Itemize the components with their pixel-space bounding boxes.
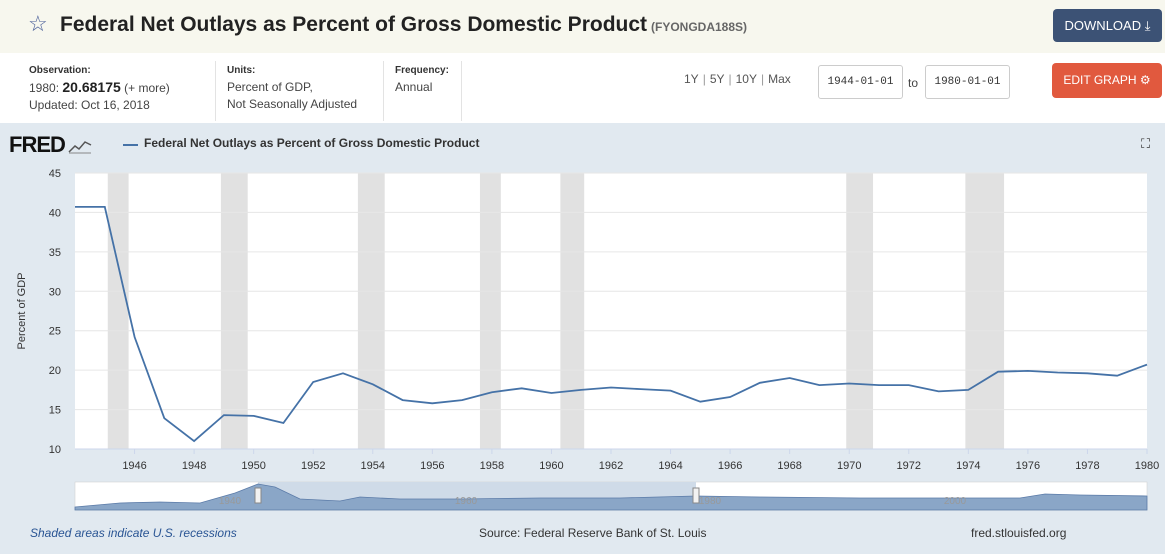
navigator-label: 1940 — [219, 496, 242, 507]
edit-graph-button[interactable]: EDIT GRAPH ⚙ — [1052, 63, 1162, 98]
y-tick-label: 35 — [49, 247, 61, 259]
chart-svg: 10 15 20 25 30 35 40 45 1946 1948 1950 1952 1954 195… — [0, 123, 1165, 554]
recession-band — [846, 173, 873, 449]
divider — [215, 61, 216, 121]
units-line2: Not Seasonally Adjusted — [227, 96, 357, 113]
x-tick-label: 1962 — [599, 460, 623, 472]
recession-note: Shaded areas indicate U.S. recessions — [30, 526, 237, 540]
navigator-right-handle[interactable] — [693, 488, 699, 503]
x-tick-label: 1946 — [122, 460, 146, 472]
info-bar: Observation: 1980: 20.68175 (+ more) Upd… — [0, 53, 1165, 123]
start-date-input[interactable]: 1944-01-01 — [818, 65, 903, 99]
observation-more-link[interactable]: (+ more) — [124, 81, 170, 95]
x-tick-label: 1974 — [956, 460, 980, 472]
navigator-label: 1960 — [455, 496, 478, 507]
units-block: Units: Percent of GDP, Not Seasonally Ad… — [227, 62, 357, 113]
recession-band — [965, 173, 1004, 449]
page-title: Federal Net Outlays as Percent of Gross … — [60, 13, 747, 37]
chart-area: FRED Federal Net Outlays as Percent of G… — [0, 123, 1165, 554]
range-10y[interactable]: 10Y — [736, 72, 757, 86]
observation-year: 1980: — [29, 81, 59, 95]
download-button[interactable]: DOWNLOAD ⤓ — [1053, 9, 1162, 42]
x-tick-label: 1980 — [1135, 460, 1159, 472]
observation-value: 20.68175 — [62, 79, 120, 95]
navigator-left-handle[interactable] — [255, 488, 261, 503]
series-id: (FYONGDA188S) — [651, 20, 747, 34]
title-text: Federal Net Outlays as Percent of Gross … — [60, 13, 647, 36]
x-tick-label: 1950 — [241, 460, 265, 472]
y-tick-label: 40 — [49, 207, 61, 219]
navigator-label: 2000 — [944, 496, 967, 507]
x-tick-label: 1972 — [897, 460, 921, 472]
units-label: Units: — [227, 62, 357, 79]
recession-band — [480, 173, 501, 449]
x-tick-label: 1966 — [718, 460, 742, 472]
y-tick-label: 10 — [49, 444, 61, 456]
star-icon[interactable]: ☆ — [28, 13, 48, 35]
y-tick-label: 20 — [49, 365, 61, 377]
x-tick-label: 1948 — [182, 460, 206, 472]
divider — [383, 61, 384, 121]
x-tick-label: 1956 — [420, 460, 444, 472]
y-axis-label: Percent of GDP — [16, 272, 28, 349]
x-tick-label: 1960 — [539, 460, 563, 472]
y-tick-label: 45 — [49, 168, 61, 180]
observation-label: Observation: — [29, 62, 170, 79]
range-1y[interactable]: 1Y — [684, 72, 699, 86]
title-bar: ☆ Federal Net Outlays as Percent of Gros… — [0, 0, 1165, 53]
frequency-value: Annual — [395, 79, 449, 96]
y-tick-label: 30 — [49, 286, 61, 298]
gear-icon: ⚙ — [1140, 73, 1151, 87]
x-tick-label: 1970 — [837, 460, 861, 472]
recession-band — [358, 173, 385, 449]
divider — [461, 61, 462, 121]
recession-band — [560, 173, 584, 449]
x-tick-label: 1958 — [480, 460, 504, 472]
x-tick-label: 1978 — [1075, 460, 1099, 472]
recession-band — [221, 173, 248, 449]
end-date-input[interactable]: 1980-01-01 — [925, 65, 1010, 99]
x-tick-label: 1964 — [658, 460, 682, 472]
observation-block: Observation: 1980: 20.68175 (+ more) Upd… — [29, 62, 170, 114]
frequency-block: Frequency: Annual — [395, 62, 449, 96]
x-tick-label: 1954 — [361, 460, 385, 472]
y-tick-label: 25 — [49, 326, 61, 338]
range-5y[interactable]: 5Y — [710, 72, 725, 86]
x-tick-label: 1968 — [777, 460, 801, 472]
x-tick-label: 1952 — [301, 460, 325, 472]
source-text: Source: Federal Reserve Bank of St. Loui… — [479, 526, 706, 540]
frequency-label: Frequency: — [395, 62, 449, 79]
units-line1: Percent of GDP, — [227, 79, 357, 96]
recession-band — [108, 173, 129, 449]
updated-date: Updated: Oct 16, 2018 — [29, 97, 170, 114]
site-link[interactable]: fred.stlouisfed.org — [971, 526, 1066, 540]
download-label: DOWNLOAD — [1065, 18, 1142, 33]
download-icon: ⤓ — [1145, 18, 1151, 33]
x-tick-label: 1976 — [1016, 460, 1040, 472]
edit-graph-label: EDIT GRAPH — [1063, 73, 1136, 87]
y-tick-label: 15 — [49, 405, 61, 417]
to-label: to — [908, 76, 918, 90]
range-selector: 1Y|5Y|10Y|Max — [684, 72, 791, 86]
navigator-label: 1980 — [699, 496, 722, 507]
range-max[interactable]: Max — [768, 72, 791, 86]
